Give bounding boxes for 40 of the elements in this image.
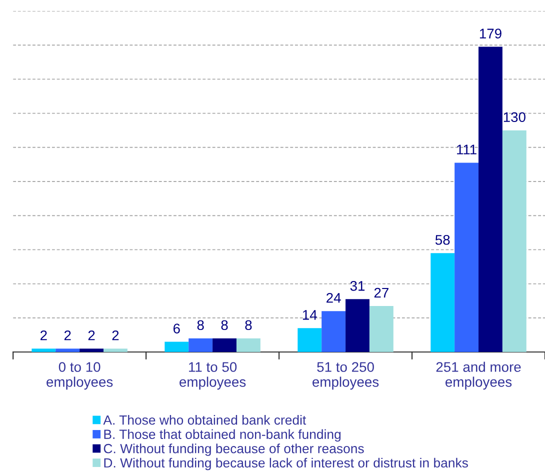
bar [56, 348, 80, 352]
data-label: 130 [504, 112, 526, 122]
data-label: 179 [480, 28, 502, 39]
data-label: 14 [302, 310, 317, 320]
bar [346, 299, 370, 352]
bar [164, 342, 189, 352]
data-label: 2 [88, 330, 95, 340]
bar [212, 338, 236, 352]
data-label: 111 [457, 144, 476, 154]
legend-label: B. Those that obtained non-bank funding [104, 429, 341, 442]
x-tick-label: 11 to 50 employees [180, 362, 246, 390]
bar [322, 311, 346, 352]
x-tick-label: 251 and more employees [436, 362, 521, 390]
bar [236, 338, 260, 352]
data-label: 8 [221, 320, 228, 330]
bar [430, 253, 455, 352]
data-label: 2 [40, 330, 47, 340]
data-label: 8 [197, 320, 204, 330]
bar [80, 348, 104, 352]
x-tick-label: 0 to 10 employees [46, 362, 113, 390]
bar [104, 348, 128, 352]
data-label: 2 [64, 330, 71, 340]
data-label: 2 [112, 330, 119, 340]
legend-label: D. Without funding because lack of interest or distrust in banks [104, 458, 468, 470]
data-label: 31 [350, 281, 365, 291]
data-label: 27 [374, 288, 388, 298]
data-label: 8 [245, 320, 252, 330]
bar [478, 46, 502, 352]
bar [188, 338, 213, 352]
legend-label: A. Those who obtained bank credit [103, 415, 306, 425]
data-label: 6 [173, 324, 180, 334]
data-label: 58 [435, 234, 450, 245]
bar [32, 348, 56, 352]
bar [454, 162, 479, 352]
bar [369, 306, 394, 352]
bar [298, 328, 322, 352]
bar [502, 130, 526, 352]
data-label: 24 [326, 292, 341, 303]
legend-label: C. Without funding because of other reasons [104, 444, 364, 456]
x-tick-label: 51 to 250 employees [312, 362, 379, 390]
